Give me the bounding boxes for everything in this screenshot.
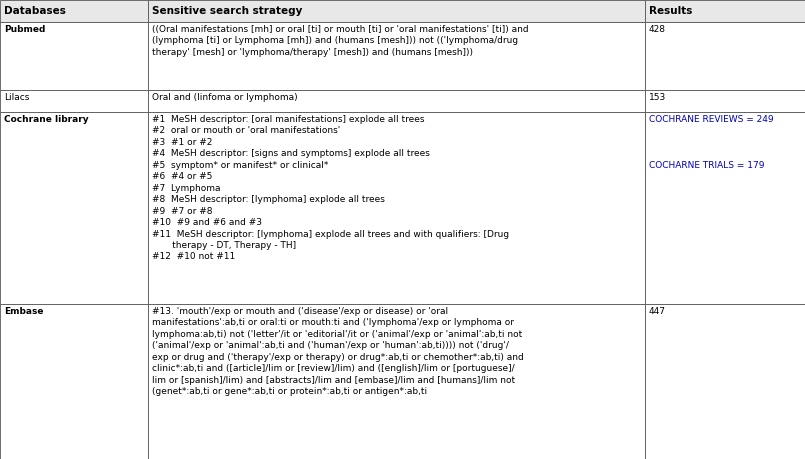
Text: #13. 'mouth'/exp or mouth and ('disease'/exp or disease) or 'oral
manifestations: #13. 'mouth'/exp or mouth and ('disease'… [152, 307, 524, 396]
Text: Cochrane library: Cochrane library [4, 115, 89, 124]
Bar [0, 22, 148, 90]
Text: #1  MeSH descriptor: [oral manifestations] explode all trees
#2  oral or mouth o: #1 MeSH descriptor: [oral manifestations… [152, 115, 509, 261]
Bar [645, 0, 805, 22]
Text: Databases: Databases [4, 6, 66, 16]
Text: Embase: Embase [4, 307, 43, 316]
Bar [645, 112, 805, 304]
Bar [148, 0, 645, 22]
Text: 447: 447 [649, 307, 666, 316]
Bar [645, 90, 805, 112]
Text: 153: 153 [649, 93, 667, 102]
Bar [0, 112, 148, 304]
Bar [148, 90, 645, 112]
Bar [645, 304, 805, 459]
Bar [645, 22, 805, 90]
Text: Pubmed: Pubmed [4, 25, 45, 34]
Text: Results: Results [649, 6, 692, 16]
Bar [148, 304, 645, 459]
Text: COCHRANE REVIEWS = 249



COCHARNE TRIALS = 179: COCHRANE REVIEWS = 249 COCHARNE TRIALS =… [649, 115, 774, 170]
Bar [0, 0, 148, 22]
Text: Oral and (linfoma or lymphoma): Oral and (linfoma or lymphoma) [152, 93, 298, 102]
Text: Sensitive search strategy: Sensitive search strategy [152, 6, 303, 16]
Bar [0, 304, 148, 459]
Bar [148, 22, 645, 90]
Bar [148, 112, 645, 304]
Text: Lilacs: Lilacs [4, 93, 29, 102]
Text: 428: 428 [649, 25, 666, 34]
Text: ((Oral manifestations [mh] or oral [ti] or mouth [ti] or 'oral manifestations' [: ((Oral manifestations [mh] or oral [ti] … [152, 25, 529, 57]
Bar [0, 90, 148, 112]
